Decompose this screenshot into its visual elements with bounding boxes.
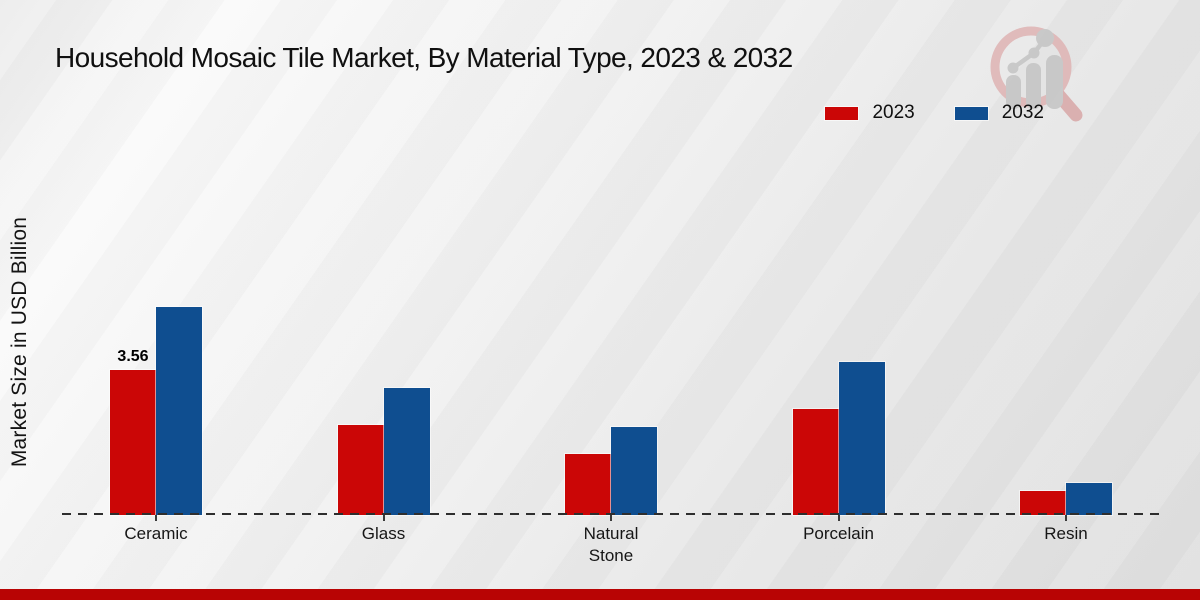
category-label-natural-stone: Natural Stone [583, 524, 639, 565]
bar-2032-ceramic [156, 307, 202, 515]
y-axis-label: Market Size in USD Billion [8, 216, 31, 468]
legend-label: 2023 [872, 102, 915, 123]
category-tick [382, 515, 385, 521]
category-label-resin: Resin [1044, 524, 1088, 543]
bar-2023-ceramic [110, 370, 156, 515]
legend: 2023 2032 [825, 102, 1044, 124]
bar-2023-glass [337, 425, 384, 515]
bar-2032-porcelain [838, 362, 885, 515]
legend-label: 2032 [1001, 102, 1044, 123]
legend-swatch-2032 [954, 106, 988, 120]
category-tick [1065, 515, 1067, 521]
bar-2032-natural-stone [611, 427, 657, 515]
category-tick [837, 515, 840, 521]
bar-2023-resin [1020, 491, 1066, 515]
category-label-porcelain: Porcelain [803, 524, 874, 543]
category-label-glass: Glass [361, 524, 406, 543]
footer-accent-bar [0, 589, 1200, 600]
legend-swatch-2023 [825, 106, 859, 120]
page-title: Household Mosaic Tile Market, By Materia… [55, 42, 793, 73]
category-tick [610, 515, 612, 521]
bar-2023-natural-stone [565, 454, 611, 515]
bar-2032-glass [383, 388, 430, 515]
bar-2023-porcelain [792, 409, 839, 515]
legend-item-2032: 2032 [954, 102, 1044, 124]
plot-area: Ceramic Glass Natural Stone Porcelain Resin 3… [62, 140, 1160, 565]
zero-baseline [62, 513, 1160, 515]
legend-item-2023: 2023 [825, 102, 915, 124]
category-tick [155, 515, 157, 521]
magnifier-chart-logo-icon [990, 26, 1083, 122]
bar-value-label: 3.56 [117, 348, 149, 365]
bar-2032-resin [1066, 483, 1112, 515]
category-label-ceramic: Ceramic [124, 524, 188, 543]
